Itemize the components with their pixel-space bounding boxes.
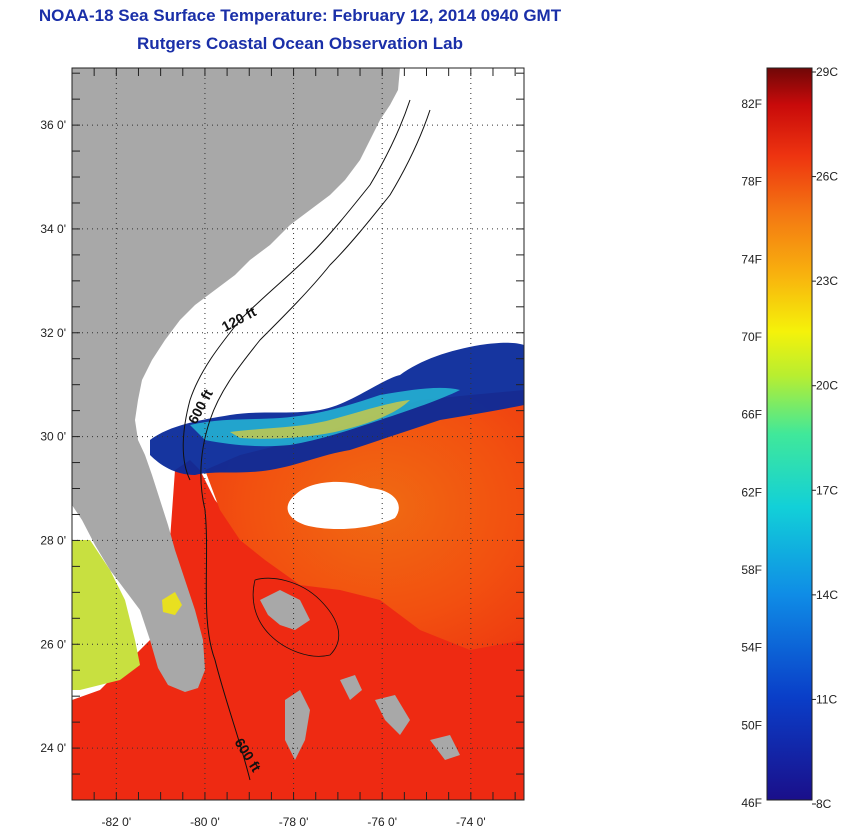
colorbar-f-label: 58F <box>741 563 762 577</box>
longitude-labels: -82 0' -80 0' -78 0' -76 0' -74 0' <box>101 815 485 829</box>
bahamas-island <box>285 690 310 760</box>
contour-bahamas <box>252 577 339 657</box>
colorbar-f-label: 54F <box>741 641 762 655</box>
lat-tick-label: 24 0' <box>40 741 66 755</box>
colorbar-celsius-labels: 29C 26C 23C 20C 17C 14C 11C 8C <box>812 65 838 811</box>
contour-120ft <box>182 99 411 481</box>
map-panel: 120 ft 600 ft 600 ft <box>72 68 524 800</box>
lon-tick-label: -78 0' <box>279 815 309 829</box>
florida-bay-water <box>72 540 140 690</box>
colorbar-f-label: 66F <box>741 408 762 422</box>
map-subtitle: Rutgers Coastal Ocean Observation Lab <box>137 34 463 53</box>
cloud-patch <box>287 481 399 530</box>
colorbar-c-label: 17C <box>816 483 838 497</box>
latitude-labels: 36 0' 34 0' 32 0' 30 0' 28 0' 26 0' 24 0' <box>40 118 66 755</box>
lon-tick-label: -76 0' <box>367 815 397 829</box>
colorbar-f-label: 62F <box>741 485 762 499</box>
contour-600ft <box>200 109 431 781</box>
bahamas-island <box>260 590 310 630</box>
warm-water-south <box>72 460 524 800</box>
lat-tick-label: 30 0' <box>40 430 66 444</box>
colorbar-c-label: 20C <box>816 379 838 393</box>
lon-tick-label: -74 0' <box>456 815 486 829</box>
gridlines <box>72 68 524 800</box>
colorbar-fahrenheit-labels: 82F 78F 74F 70F 66F 62F 58F 54F 50F 46F <box>741 97 762 810</box>
colorbar-c-label: 26C <box>816 170 838 184</box>
lon-tick-label: -80 0' <box>190 815 220 829</box>
map-frame <box>71 67 525 801</box>
lon-tick-label: -82 0' <box>101 815 131 829</box>
colorbar-f-label: 78F <box>741 175 762 189</box>
colorbar-f-label: 82F <box>741 97 762 111</box>
bahamas-island <box>340 675 362 700</box>
bahamas-island <box>375 695 410 735</box>
colorbar-f-label: 70F <box>741 330 762 344</box>
colorbar-c-label: 11C <box>816 692 837 706</box>
land-mass <box>72 68 400 692</box>
colorbar-c-label: 14C <box>816 588 838 602</box>
lat-tick-label: 36 0' <box>40 118 66 132</box>
axis-ticks <box>71 68 524 801</box>
yellow-mixed-band <box>230 400 410 439</box>
lake-okeechobee <box>162 592 182 615</box>
colorbar-f-label: 74F <box>741 252 762 266</box>
colorbar-f-label: 46F <box>741 796 762 810</box>
lat-tick-label: 34 0' <box>40 222 66 236</box>
temperature-colorbar <box>766 67 813 801</box>
lat-tick-label: 26 0' <box>40 637 66 651</box>
lat-tick-label: 28 0' <box>40 533 66 547</box>
map-title: NOAA-18 Sea Surface Temperature: Februar… <box>38 6 562 25</box>
colorbar-c-label: 23C <box>816 274 838 288</box>
lat-tick-label: 32 0' <box>40 326 66 340</box>
colorbar-f-label: 50F <box>741 718 762 732</box>
colorbar-c-label: 29C <box>816 65 838 79</box>
colorbar-c-label: 8C <box>816 797 832 811</box>
bahamas-island <box>430 735 460 760</box>
